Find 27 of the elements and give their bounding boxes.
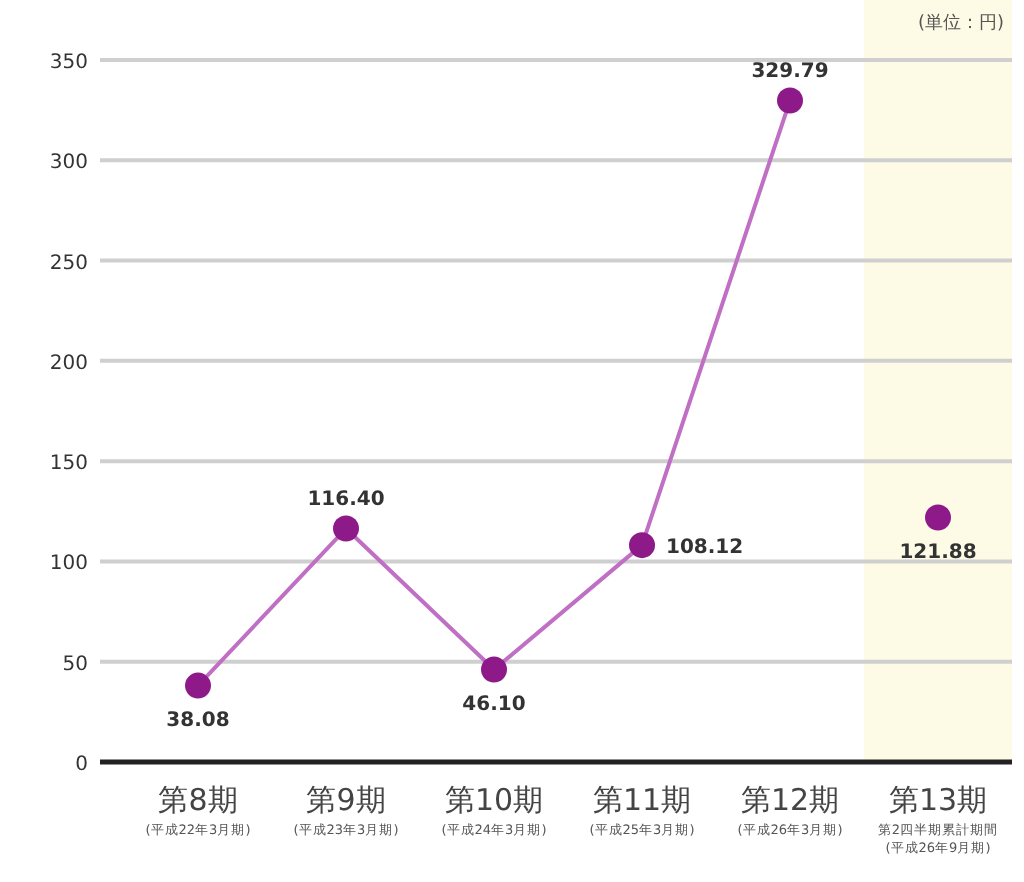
point: [333, 515, 359, 542]
point: [629, 532, 655, 559]
y-tick-label: 200: [49, 352, 88, 375]
x-tick-label: 第9期: [306, 782, 386, 818]
point: [481, 656, 507, 683]
x-tick-label: 第10期: [444, 782, 544, 818]
point: [777, 87, 803, 114]
x-tick-label: 第8期: [158, 782, 238, 818]
y-tick-label: 100: [49, 553, 88, 576]
data-label: 46.10: [462, 693, 526, 716]
data-label: 116.40: [307, 488, 385, 511]
data-label: 108.12: [666, 537, 744, 560]
data-label: 329.79: [751, 60, 829, 83]
text: (単位：円): [917, 12, 1004, 34]
data-label: 38.08: [166, 709, 230, 732]
y-tick-label: 350: [49, 52, 88, 74]
point: [925, 504, 951, 531]
y-tick-label: 150: [49, 453, 88, 476]
x-tick-label: 第13期: [888, 782, 988, 818]
y-tick-label: 300: [49, 152, 88, 175]
y-tick-label: 250: [49, 252, 88, 275]
x-tick-label: 第12期: [740, 782, 840, 818]
data-label: 121.88: [899, 541, 977, 564]
y-tick-label: 0: [75, 754, 88, 776]
x-tick-label: 第11期: [592, 782, 692, 818]
y-tick-label: 50: [62, 653, 88, 676]
point: [185, 672, 211, 699]
